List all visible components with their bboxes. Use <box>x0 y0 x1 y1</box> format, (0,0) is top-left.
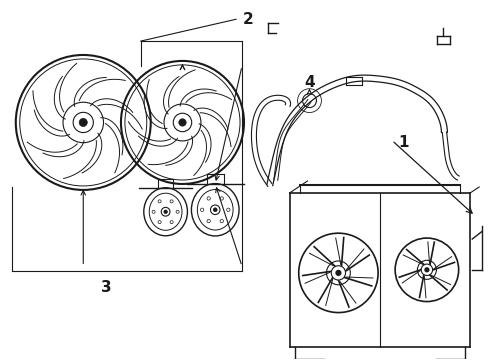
Circle shape <box>213 208 217 212</box>
Text: 3: 3 <box>101 280 111 295</box>
Circle shape <box>424 268 428 272</box>
Text: 4: 4 <box>304 75 314 90</box>
Circle shape <box>335 270 340 275</box>
Text: 2: 2 <box>242 12 253 27</box>
Circle shape <box>79 118 87 126</box>
Circle shape <box>163 210 167 213</box>
Text: 1: 1 <box>398 135 408 150</box>
Circle shape <box>179 119 186 126</box>
